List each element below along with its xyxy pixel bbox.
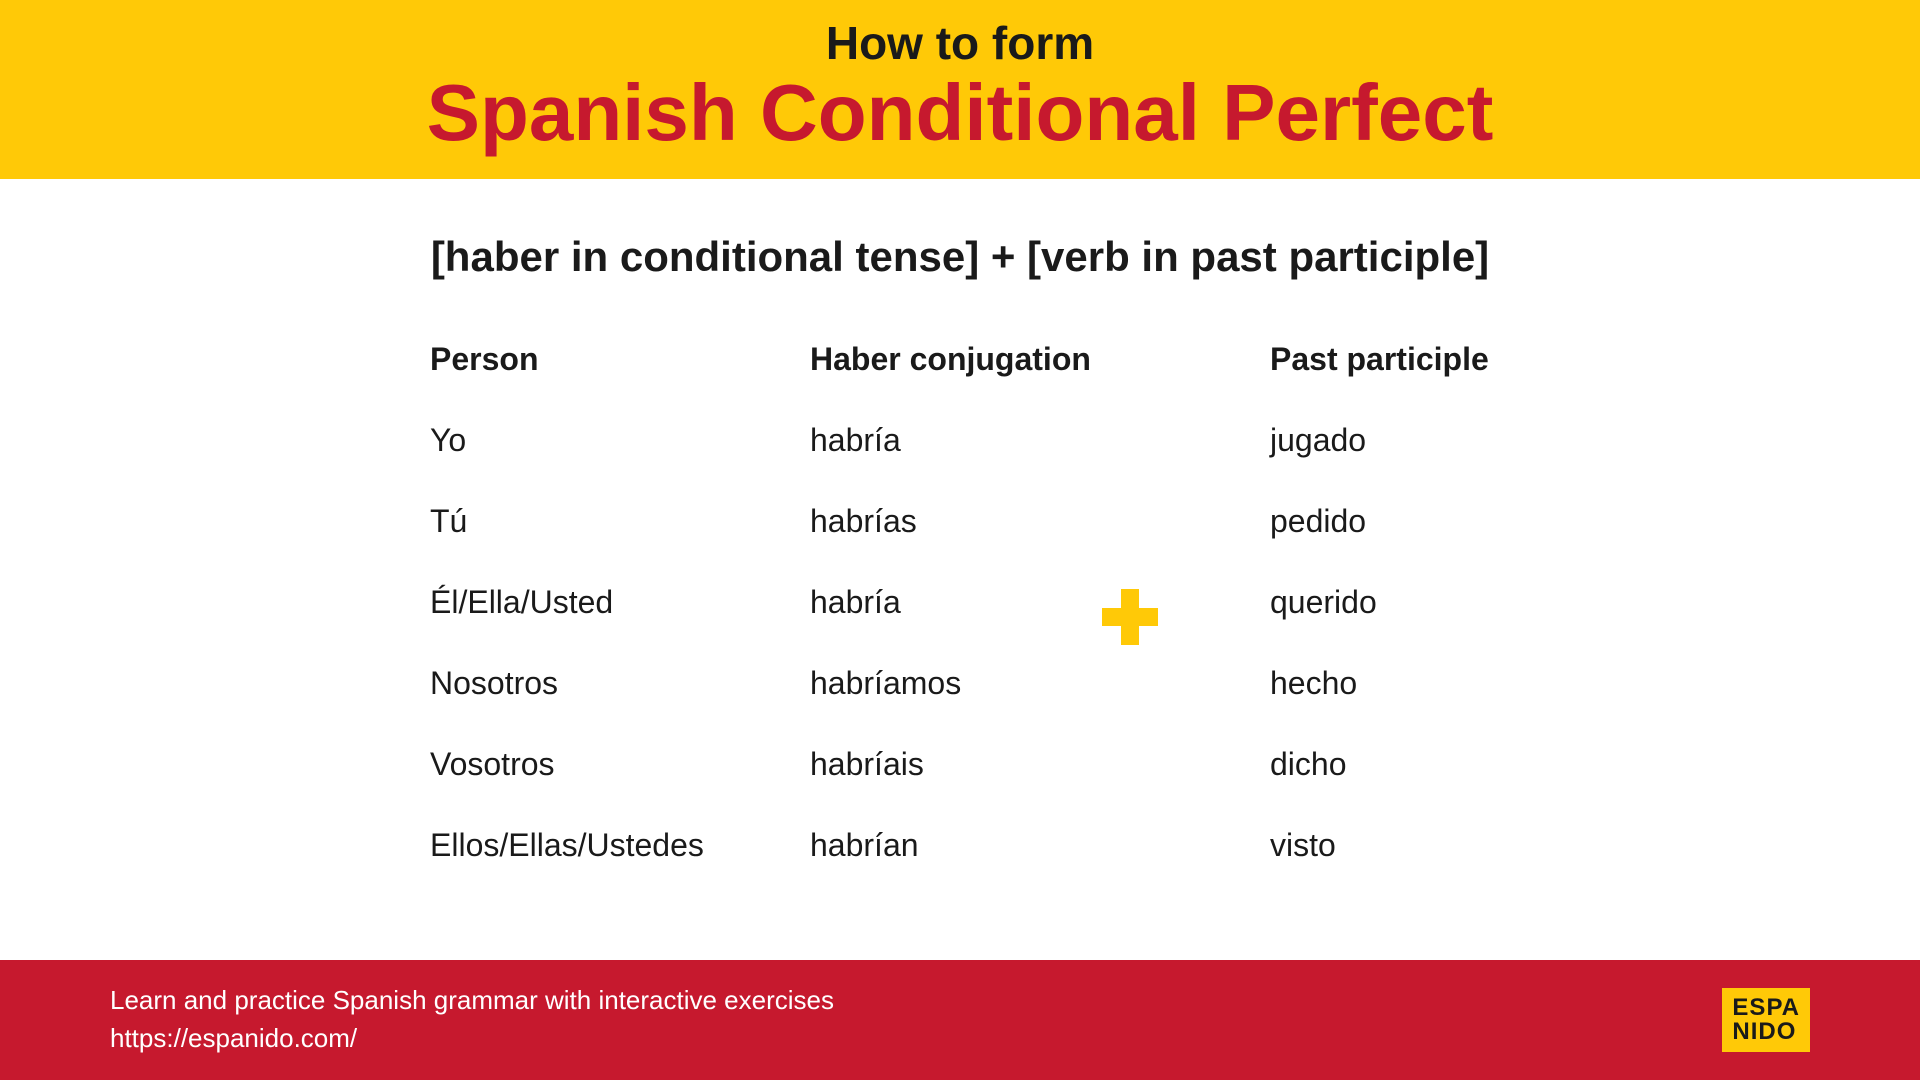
logo-line2: NIDO xyxy=(1732,1020,1800,1044)
cell-person: Nosotros xyxy=(430,665,810,702)
cell-haber: habríais xyxy=(810,746,1270,783)
footer-line2: https://espanido.com/ xyxy=(110,1020,834,1058)
cell-haber: habría xyxy=(810,422,1270,459)
col-header-participle: Past participle xyxy=(1270,341,1490,378)
plus-icon xyxy=(1102,589,1158,645)
cell-participle: pedido xyxy=(1270,503,1490,540)
cell-participle: hecho xyxy=(1270,665,1490,702)
logo-line1: ESPA xyxy=(1732,996,1800,1020)
formula-text: [haber in conditional tense] + [verb in … xyxy=(431,233,1489,281)
header-title: Spanish Conditional Perfect xyxy=(0,71,1920,155)
cell-person: Yo xyxy=(430,422,810,459)
footer-bar: Learn and practice Spanish grammar with … xyxy=(0,960,1920,1080)
col-header-person: Person xyxy=(430,341,810,378)
conjugation-table: Person Haber conjugation Past participle… xyxy=(430,341,1490,864)
cell-haber: habríamos xyxy=(810,665,1270,702)
cell-participle: visto xyxy=(1270,827,1490,864)
cell-person: Ellos/Ellas/Ustedes xyxy=(430,827,810,864)
espanido-logo: ESPA NIDO xyxy=(1722,988,1810,1052)
cell-haber: habrían xyxy=(810,827,1270,864)
cell-participle: jugado xyxy=(1270,422,1490,459)
conjugation-table-wrap: Person Haber conjugation Past participle… xyxy=(430,341,1490,864)
cell-person: Tú xyxy=(430,503,810,540)
header-pretitle: How to form xyxy=(0,18,1920,69)
cell-participle: dicho xyxy=(1270,746,1490,783)
cell-participle: querido xyxy=(1270,584,1490,621)
cell-haber: habrías xyxy=(810,503,1270,540)
cell-haber: habría xyxy=(810,584,1270,621)
cell-person: Él/Ella/Usted xyxy=(430,584,810,621)
cell-person: Vosotros xyxy=(430,746,810,783)
header-banner: How to form Spanish Conditional Perfect xyxy=(0,0,1920,179)
footer-line1: Learn and practice Spanish grammar with … xyxy=(110,982,834,1020)
footer-text: Learn and practice Spanish grammar with … xyxy=(110,982,834,1057)
col-header-haber: Haber conjugation xyxy=(810,341,1270,378)
content-area: [haber in conditional tense] + [verb in … xyxy=(0,179,1920,960)
